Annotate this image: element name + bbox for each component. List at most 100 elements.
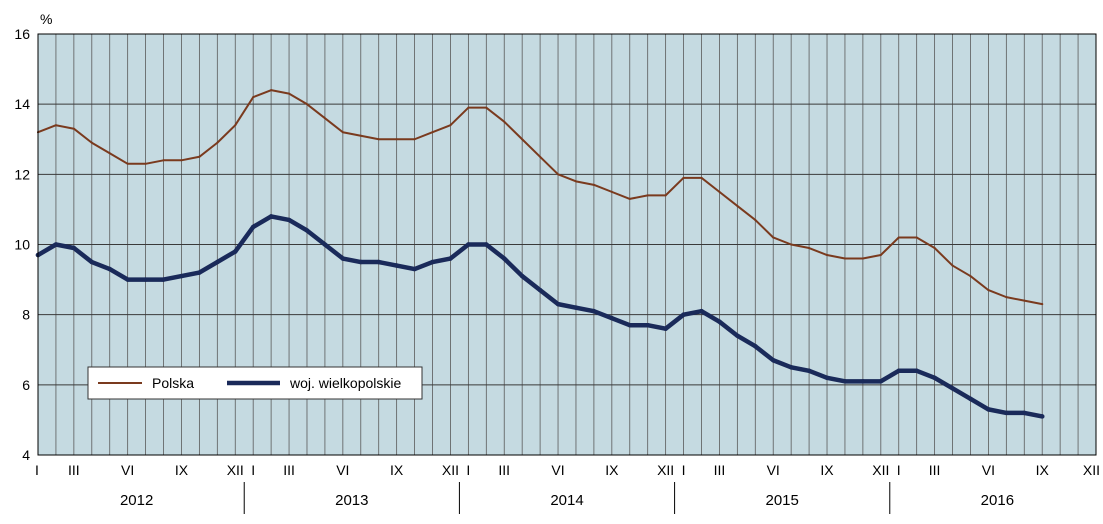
data-point [861,257,864,260]
data-point [234,124,237,127]
data-point [591,308,597,314]
data-point [144,162,147,165]
x-year-label: 2012 [120,492,153,509]
data-point [790,243,793,246]
data-point [753,343,758,349]
data-point [735,333,740,338]
data-point [573,305,579,310]
data-point [359,134,362,137]
x-tick-label: XII [1083,462,1100,478]
data-point [592,183,595,186]
series-layer [35,89,1045,419]
data-point [126,162,129,165]
data-point [448,256,453,261]
data-point [250,224,256,230]
data-point [879,254,882,257]
data-point [413,138,416,141]
data-point [1022,410,1027,416]
x-year-label: 2013 [335,492,368,509]
data-point [162,159,165,162]
x-tick-label: III [498,462,510,478]
x-tick-label: XII [442,462,459,478]
x-tick-label: VI [121,462,134,478]
data-point [467,106,470,109]
data-point [90,141,93,144]
legend-box [87,366,423,400]
data-point [717,319,722,324]
data-point [430,259,435,265]
data-point [215,259,220,265]
data-point [431,131,434,134]
data-point [485,106,488,109]
x-tick-label: I [682,462,686,478]
data-point [233,249,238,254]
data-point [71,245,77,251]
x-axis: I III VI IX XII I III VI IX XII I III VI IX XII I III VI I… [35,462,1100,514]
data-point [842,379,848,384]
data-point [143,277,148,282]
data-point [323,117,326,120]
data-point [161,277,166,282]
data-point [72,127,75,130]
data-point [394,263,399,268]
data-point [824,375,830,381]
x-tick-label: I [35,462,39,478]
data-point [933,247,936,250]
data-point [950,386,955,391]
data-point [340,256,346,261]
data-point [860,379,866,384]
x-tick-label: IX [605,462,619,478]
x-tick-label: VI [551,462,564,478]
data-point [557,173,560,176]
plot-border [37,33,1097,456]
y-tick-label: 4 [22,447,30,463]
x-year-label: 2014 [550,492,583,509]
x-tick-label: III [714,462,726,478]
data-point [609,315,615,321]
data-point [664,194,667,197]
y-tick-label: 12 [14,166,30,182]
data-point [288,92,291,95]
y-axis-label: % [40,11,52,27]
data-point [1005,296,1008,299]
data-point [896,368,901,374]
data-point [286,217,292,223]
data-point [736,204,739,207]
data-point [268,214,274,219]
data-point [322,242,328,247]
x-tick-label: I [466,462,470,478]
data-point [216,141,219,144]
data-point [53,242,59,247]
data-point [1023,299,1026,302]
data-point [501,256,507,261]
data-point [179,273,184,279]
data-point [555,301,561,307]
data-point [376,259,381,265]
data-point [125,277,130,282]
data-point [395,138,398,141]
data-point [968,396,973,402]
y-tick-label: 8 [22,307,30,323]
x-tick-label: III [283,462,295,478]
data-point [574,180,577,183]
data-point [951,264,954,267]
data-point [358,259,364,265]
x-tick-label: VI [336,462,349,478]
data-point [521,138,524,141]
data-point [1004,410,1009,416]
data-point [843,257,846,260]
x-tick-label: VI [982,462,995,478]
data-point [772,236,775,239]
data-point [788,365,794,370]
x-tick-label: XII [872,462,889,478]
data-point [484,242,489,247]
data-point [627,322,633,328]
data-point [1041,303,1044,306]
data-point [503,120,506,123]
data-point [519,273,525,279]
data-point [969,275,972,278]
x-tick-label: I [897,462,901,478]
legend-label-polska: Polska [152,375,194,391]
data-point [806,368,812,374]
data-point [180,159,183,162]
